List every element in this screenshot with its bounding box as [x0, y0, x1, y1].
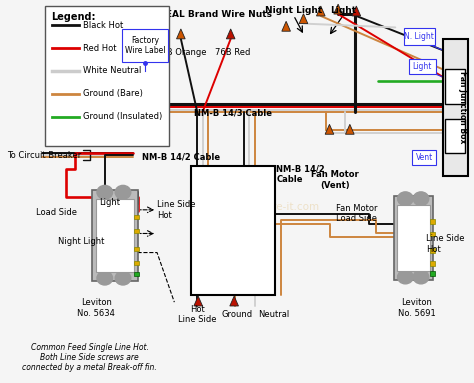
Text: Ground: Ground: [222, 310, 253, 319]
FancyBboxPatch shape: [122, 29, 168, 62]
Polygon shape: [282, 21, 291, 31]
Polygon shape: [299, 14, 308, 24]
Text: NM-B 14/2 Cable: NM-B 14/2 Cable: [142, 153, 220, 162]
Text: Factory
Wire Label: Factory Wire Label: [125, 36, 165, 55]
Text: IDEAL Brand Wire Nuts: IDEAL Brand Wire Nuts: [155, 10, 272, 18]
Text: Leviton
No. 5691: Leviton No. 5691: [398, 298, 436, 318]
Text: Fan Motor
Load Side: Fan Motor Load Side: [336, 204, 377, 223]
Polygon shape: [317, 6, 325, 16]
FancyBboxPatch shape: [430, 232, 435, 236]
Polygon shape: [194, 296, 202, 306]
FancyBboxPatch shape: [134, 215, 139, 219]
Circle shape: [97, 185, 112, 199]
Polygon shape: [352, 6, 361, 16]
FancyBboxPatch shape: [404, 28, 435, 45]
FancyBboxPatch shape: [445, 119, 465, 153]
Text: To Circuit Breaker: To Circuit Breaker: [7, 151, 81, 160]
Polygon shape: [227, 29, 235, 39]
Text: Vent: Vent: [416, 153, 433, 162]
Polygon shape: [325, 124, 334, 134]
Text: Light: Light: [99, 198, 120, 208]
Circle shape: [115, 185, 131, 199]
FancyBboxPatch shape: [134, 260, 139, 265]
Text: NM-B 14/3 Cable: NM-B 14/3 Cable: [194, 109, 272, 118]
Circle shape: [413, 192, 429, 206]
Polygon shape: [176, 29, 185, 39]
Text: Night Light: Night Light: [58, 237, 104, 246]
Circle shape: [398, 192, 413, 206]
Text: Light: Light: [330, 6, 356, 15]
Text: Line Side
Hot: Line Side Hot: [426, 234, 464, 254]
Text: Load Side: Load Side: [36, 208, 77, 217]
FancyBboxPatch shape: [412, 150, 437, 165]
FancyBboxPatch shape: [92, 190, 137, 281]
Text: Hot
Line Side: Hot Line Side: [178, 305, 217, 324]
Text: Red Hot: Red Hot: [82, 44, 116, 52]
Text: Neutral: Neutral: [258, 310, 290, 319]
Circle shape: [413, 270, 429, 284]
Text: Fan Motor
(Vent): Fan Motor (Vent): [311, 170, 358, 190]
Text: Ground (Bare): Ground (Bare): [82, 89, 142, 98]
Text: NM-B 14/2
Cable: NM-B 14/2 Cable: [276, 165, 325, 184]
Polygon shape: [346, 124, 354, 134]
FancyBboxPatch shape: [443, 39, 468, 176]
Circle shape: [97, 271, 112, 285]
Text: White Neutral: White Neutral: [82, 66, 141, 75]
Text: 76B Red: 76B Red: [215, 48, 251, 57]
FancyBboxPatch shape: [134, 272, 139, 276]
FancyBboxPatch shape: [430, 261, 435, 265]
Circle shape: [115, 271, 131, 285]
Polygon shape: [230, 296, 238, 306]
FancyBboxPatch shape: [134, 229, 139, 233]
Text: Line Side
Hot: Line Side Hot: [157, 200, 196, 219]
FancyBboxPatch shape: [430, 219, 435, 224]
Text: Black Hot: Black Hot: [82, 21, 123, 29]
Text: www.how-to-wire-it.com: www.how-to-wire-it.com: [193, 202, 320, 212]
FancyBboxPatch shape: [445, 69, 465, 104]
Polygon shape: [334, 4, 342, 14]
FancyBboxPatch shape: [191, 165, 275, 295]
Text: Night Light: Night Light: [265, 6, 322, 15]
Text: Light: Light: [413, 62, 432, 71]
Text: N. Light: N. Light: [404, 32, 434, 41]
FancyBboxPatch shape: [134, 247, 139, 251]
FancyBboxPatch shape: [397, 205, 430, 272]
FancyBboxPatch shape: [96, 199, 134, 272]
Text: Common Feed Single Line Hot.
Both Line Side screws are
connected by a metal Brea: Common Feed Single Line Hot. Both Line S…: [22, 343, 157, 372]
Text: Legend:: Legend:: [51, 12, 95, 22]
Text: 73B Orange: 73B Orange: [155, 48, 206, 57]
FancyBboxPatch shape: [394, 196, 433, 280]
FancyBboxPatch shape: [430, 248, 435, 253]
FancyBboxPatch shape: [409, 59, 436, 74]
Text: Leviton
No. 5634: Leviton No. 5634: [77, 298, 115, 318]
FancyBboxPatch shape: [45, 7, 169, 146]
Circle shape: [398, 270, 413, 284]
Text: Fan Junction Box: Fan Junction Box: [458, 71, 467, 144]
FancyBboxPatch shape: [430, 271, 435, 276]
Text: Ground (Insulated): Ground (Insulated): [82, 112, 162, 121]
